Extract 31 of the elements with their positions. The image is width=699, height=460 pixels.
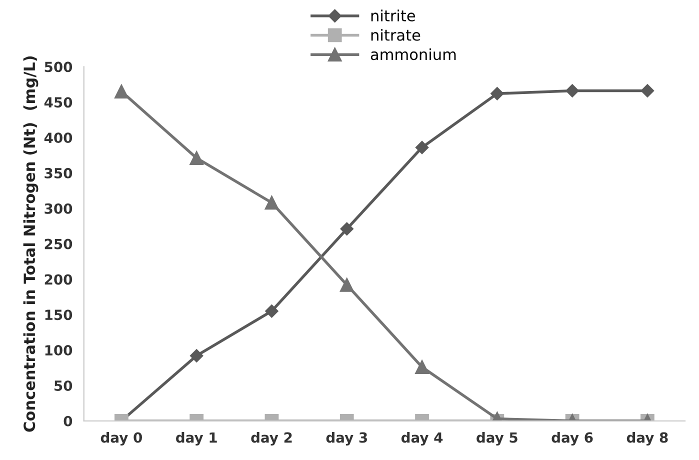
y-tick-label: 100 [45, 345, 72, 356]
x-tick-label: day 0 [100, 432, 142, 446]
point [566, 84, 579, 98]
y-tick-label: 0 [64, 416, 72, 426]
y-tick-label: 300 [44, 203, 72, 214]
point [640, 84, 654, 98]
x-tick-label: day 3 [326, 432, 367, 446]
x-tick-label: day 6 [552, 432, 593, 446]
y-tick-label: 250 [44, 238, 72, 250]
y-tick-label: 500 [44, 62, 72, 72]
y-tick-label: 150 [45, 310, 72, 320]
legend-label: nitrate [371, 28, 420, 41]
point [114, 84, 128, 98]
legend-label: ammonium [370, 48, 456, 60]
y-tick-label: 450 [44, 97, 72, 108]
y-tick-label: 50 [54, 380, 72, 391]
x-tick-label: day 5 [476, 432, 518, 446]
point [490, 87, 504, 100]
point [340, 222, 354, 236]
legend-label: nitrite [371, 10, 416, 22]
x-tick-label: day 1 [176, 432, 217, 446]
y-tick-label: 200 [44, 274, 72, 285]
x-tick-label: day 2 [251, 432, 292, 446]
x-tick-label: day 8 [626, 432, 668, 446]
point [415, 140, 429, 154]
x-tick-label: day 4 [401, 432, 443, 446]
point [264, 196, 279, 210]
point [190, 151, 204, 166]
y-tick-label: 350 [44, 168, 72, 178]
y-axis-title: Concentration in Total Nitrogen (Nt) (mg/L) [23, 56, 38, 432]
y-tick-label: 400 [44, 132, 72, 144]
